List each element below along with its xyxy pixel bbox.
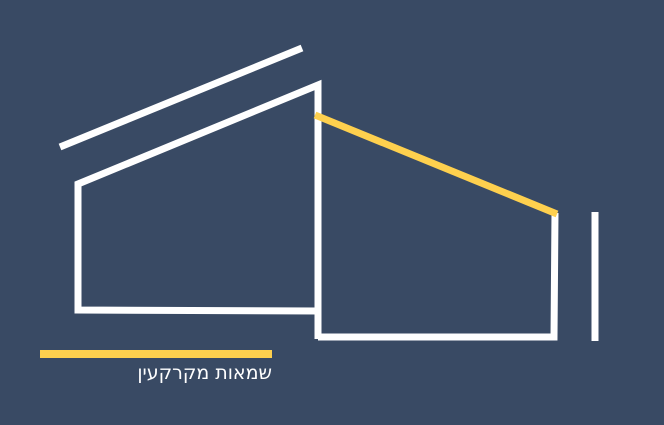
left-building-outline (74, 79, 322, 339)
logo-tagline: שמאות מקרקעין (137, 362, 272, 384)
roof-top-line (58, 44, 304, 151)
right-building-outline (318, 212, 559, 341)
accent-roof-line (313, 111, 559, 218)
